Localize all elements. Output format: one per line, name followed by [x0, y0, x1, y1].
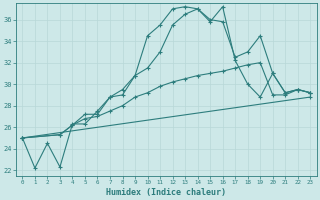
X-axis label: Humidex (Indice chaleur): Humidex (Indice chaleur) — [106, 188, 226, 197]
